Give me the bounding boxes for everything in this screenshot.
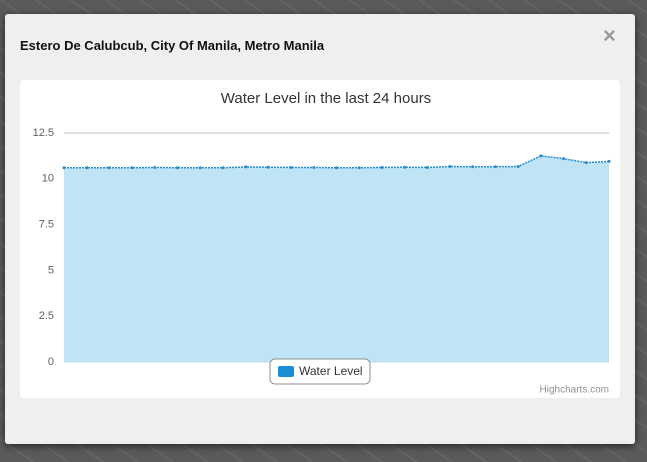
point <box>516 165 520 169</box>
point <box>107 166 111 170</box>
point <box>380 165 384 169</box>
y-tick-label: 7.5 <box>39 219 54 231</box>
point <box>562 157 566 161</box>
legend-label: Water Level <box>299 364 363 378</box>
legend-swatch <box>278 366 294 377</box>
y-tick-label: 0 <box>48 356 54 368</box>
point <box>221 166 225 170</box>
point <box>62 166 66 170</box>
y-tick-label: 2.5 <box>39 310 54 322</box>
point <box>312 165 316 169</box>
y-tick-label: 5 <box>48 264 54 276</box>
point <box>584 161 588 165</box>
point <box>335 166 338 170</box>
point <box>357 166 361 170</box>
legend-item[interactable]: Water Level <box>269 358 371 385</box>
point <box>448 165 452 169</box>
point <box>289 165 293 169</box>
chart-panel: Water Level in the last 24 hours Highcha… <box>20 80 620 398</box>
point <box>266 165 270 169</box>
y-tick-label: 12.5 <box>33 127 54 139</box>
point <box>493 165 497 169</box>
point <box>130 166 134 170</box>
chart-title: Water Level in the last 24 hours <box>221 90 431 107</box>
area <box>64 155 609 362</box>
close-button[interactable]: × <box>603 23 616 48</box>
chart: Water Level in the last 24 hours Highcha… <box>33 90 611 396</box>
point <box>85 166 89 170</box>
modal-title: Estero De Calubcub, City Of Manila, Metr… <box>20 38 325 53</box>
point <box>403 165 407 169</box>
point <box>198 166 202 170</box>
point <box>176 166 180 170</box>
modal: Estero De Calubcub, City Of Manila, Metr… <box>5 14 635 444</box>
point <box>244 165 248 169</box>
legend-box <box>269 358 371 385</box>
point <box>539 154 543 158</box>
point <box>607 159 611 163</box>
credits[interactable]: Highcharts.com <box>540 385 609 396</box>
point <box>153 165 157 169</box>
y-tick-label: 10 <box>42 173 54 185</box>
point <box>425 165 429 169</box>
point <box>471 165 475 169</box>
